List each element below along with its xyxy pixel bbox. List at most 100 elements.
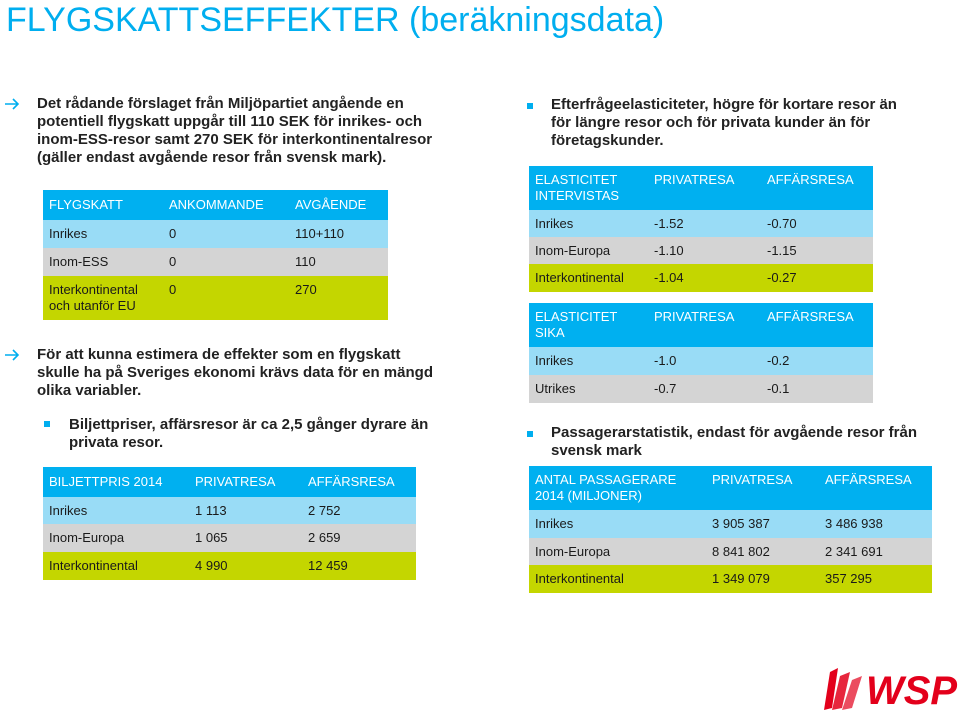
table-cell: 2 752 xyxy=(308,502,341,518)
cell-line: och utanför EU xyxy=(49,298,136,313)
bullet-square-icon xyxy=(44,421,50,427)
table-cell: Inom-Europa xyxy=(49,530,125,545)
table-cell: 4 990 xyxy=(195,558,228,573)
table-header-cell: AVGÅENDE xyxy=(295,197,367,212)
arrow-right-icon xyxy=(5,98,20,110)
table-header-cell: PRIVATRESA xyxy=(712,472,793,487)
cell-line: ANTAL PASSAGERARE xyxy=(535,472,677,487)
arrow-right-icon xyxy=(5,349,20,361)
table-cell: 2 659 xyxy=(308,530,341,545)
table-cell: -1.04 xyxy=(654,270,684,285)
table-cell: 0 xyxy=(169,254,177,269)
elasticitet-sika-table: ELASTICITET SIKA PRIVATRESA AFFÄRSRESA I… xyxy=(529,303,873,403)
table-cell: Interkontinental xyxy=(535,571,624,586)
page-title: FLYGSKATTSEFFEKTER (beräkningsdata) xyxy=(6,1,665,39)
table-row: Inrikes -1.52 -0.70 xyxy=(529,210,873,237)
table-row: Interkontinental och utanför EU 0 270 xyxy=(43,276,388,320)
table-row: Interkontinental 4 990 12 459 xyxy=(43,552,416,580)
table-cell: -0.1 xyxy=(767,381,790,396)
elasticitet-intervistas-table: ELASTICITET INTERVISTAS PRIVATRESA AFFÄR… xyxy=(529,166,873,292)
table-row: Inrikes -1.0 -0.2 xyxy=(529,347,873,375)
table-cell: -0.70 xyxy=(767,215,797,231)
table-cell: -1.10 xyxy=(654,242,684,258)
table-header-row: FLYGSKATT ANKOMMANDE AVGÅENDE xyxy=(43,190,388,220)
table-cell: 110+110 xyxy=(295,226,345,241)
text-line: (gäller endast avgående resor från svens… xyxy=(37,149,387,166)
table-cell: -0.2 xyxy=(767,353,790,368)
table-header-cell: FLYGSKATT xyxy=(49,197,123,212)
text-line: privata resor. xyxy=(69,434,164,451)
table-cell: Interkontinental och utanför EU xyxy=(43,276,163,320)
table-cell: 1 113 xyxy=(195,502,227,518)
table-cell: Inrikes xyxy=(535,215,574,231)
text-line: Passagerarstatistik, endast för avgående… xyxy=(551,424,917,441)
table-row: Interkontinental -1.04 -0.27 xyxy=(529,264,873,292)
text-line: Efterfrågeelasticiteter, högre för korta… xyxy=(551,96,897,113)
bullet-square-icon xyxy=(527,431,533,437)
biljettpris-table: BILJETTPRIS 2014 PRIVATRESA AFFÄRSRESA I… xyxy=(43,467,416,580)
table-cell: -0.7 xyxy=(654,381,677,396)
text-line: För att kunna estimera de effekter som e… xyxy=(37,346,401,363)
table-cell: -1.0 xyxy=(654,353,677,368)
table-cell: 2 341 691 xyxy=(825,543,883,559)
table-header-cell: PRIVATRESA xyxy=(654,172,735,187)
table-cell: -1.52 xyxy=(654,215,684,231)
table-cell: 3 905 387 xyxy=(712,516,770,531)
table-cell: 270 xyxy=(295,282,317,297)
data-paragraph: För att kunna estimera de effekter som e… xyxy=(37,346,477,400)
table-row: Inrikes 0 110+110 xyxy=(43,220,388,248)
wsp-logo: WSP xyxy=(824,668,957,713)
table-header-cell: ELASTICITET INTERVISTAS xyxy=(529,166,648,210)
svg-text:WSP: WSP xyxy=(866,669,957,713)
intro-paragraph: Det rådande förslaget från Miljöpartiet … xyxy=(37,95,457,167)
bullet-text: Biljettpriser, affärsresor är ca 2,5 gån… xyxy=(69,416,469,452)
text-line: potentiell flygskatt uppgår till 110 SEK… xyxy=(37,113,423,130)
table-header-row: ELASTICITET SIKA PRIVATRESA AFFÄRSRESA xyxy=(529,303,873,347)
table-cell: 3 486 938 xyxy=(825,516,883,531)
table-row: Interkontinental 1 349 079 357 295 xyxy=(529,565,932,593)
table-header-cell: ANTAL PASSAGERARE 2014 (MILJONER) xyxy=(529,466,706,510)
table-header-cell: PRIVATRESA xyxy=(654,309,735,324)
bullet-text: Efterfrågeelasticiteter, högre för korta… xyxy=(551,96,951,150)
table-header-cell: AFFÄRSRESA xyxy=(825,472,912,487)
text-line: för längre resor och för privata kunder … xyxy=(551,114,871,131)
cell-line: INTERVISTAS xyxy=(535,188,620,203)
table-cell: 110 xyxy=(295,254,316,269)
flygskatt-table: FLYGSKATT ANKOMMANDE AVGÅENDE Inrikes 0 … xyxy=(43,190,388,320)
table-header-row: ANTAL PASSAGERARE 2014 (MILJONER) PRIVAT… xyxy=(529,466,932,510)
table-cell: 357 295 xyxy=(825,571,872,586)
table-cell: 1 065 xyxy=(195,530,228,545)
table-row: Inom-Europa 1 065 2 659 xyxy=(43,524,416,552)
table-header-row: ELASTICITET INTERVISTAS PRIVATRESA AFFÄR… xyxy=(529,166,873,210)
table-row: Inom-Europa -1.10 -1.15 xyxy=(529,237,873,264)
table-cell: Interkontinental xyxy=(49,558,138,573)
table-row: Inrikes 1 113 2 752 xyxy=(43,497,416,524)
table-row: Inrikes 3 905 387 3 486 938 xyxy=(529,510,932,538)
cell-line: ELASTICITET xyxy=(535,172,618,187)
table-cell: 1 349 079 xyxy=(712,571,770,586)
cell-line: ELASTICITET xyxy=(535,309,618,324)
cell-line: SIKA xyxy=(535,325,565,340)
table-cell: Interkontinental xyxy=(535,270,624,285)
bullet-text: Passagerarstatistik, endast för avgående… xyxy=(551,424,956,460)
table-cell: -0.27 xyxy=(767,270,797,285)
table-row: Inom-ESS 0 110 xyxy=(43,248,388,276)
table-row: Inom-Europa 8 841 802 2 341 691 xyxy=(529,538,932,565)
table-header-row: BILJETTPRIS 2014 PRIVATRESA AFFÄRSRESA xyxy=(43,467,416,497)
passagerare-table: ANTAL PASSAGERARE 2014 (MILJONER) PRIVAT… xyxy=(529,466,932,593)
table-row: Utrikes -0.7 -0.1 xyxy=(529,375,873,403)
text-line: inom-ESS-resor samt 270 SEK för interkon… xyxy=(37,131,433,148)
text-line: skulle ha på Sveriges ekonomi krävs data… xyxy=(37,364,433,381)
table-cell: Inrikes xyxy=(535,353,574,368)
table-cell: Utrikes xyxy=(535,381,576,396)
table-cell: 0 xyxy=(169,226,177,241)
table-cell: Inrikes xyxy=(49,226,88,241)
text-line: svensk mark xyxy=(551,442,642,459)
table-cell: Inrikes xyxy=(49,502,88,518)
table-header-cell: ELASTICITET SIKA xyxy=(529,303,648,347)
table-cell: 8 841 802 xyxy=(712,543,770,559)
table-cell: -1.15 xyxy=(767,242,797,258)
table-cell: Inom-Europa xyxy=(535,242,611,258)
table-cell: 12 459 xyxy=(308,558,348,573)
text-line: olika variabler. xyxy=(37,382,142,399)
